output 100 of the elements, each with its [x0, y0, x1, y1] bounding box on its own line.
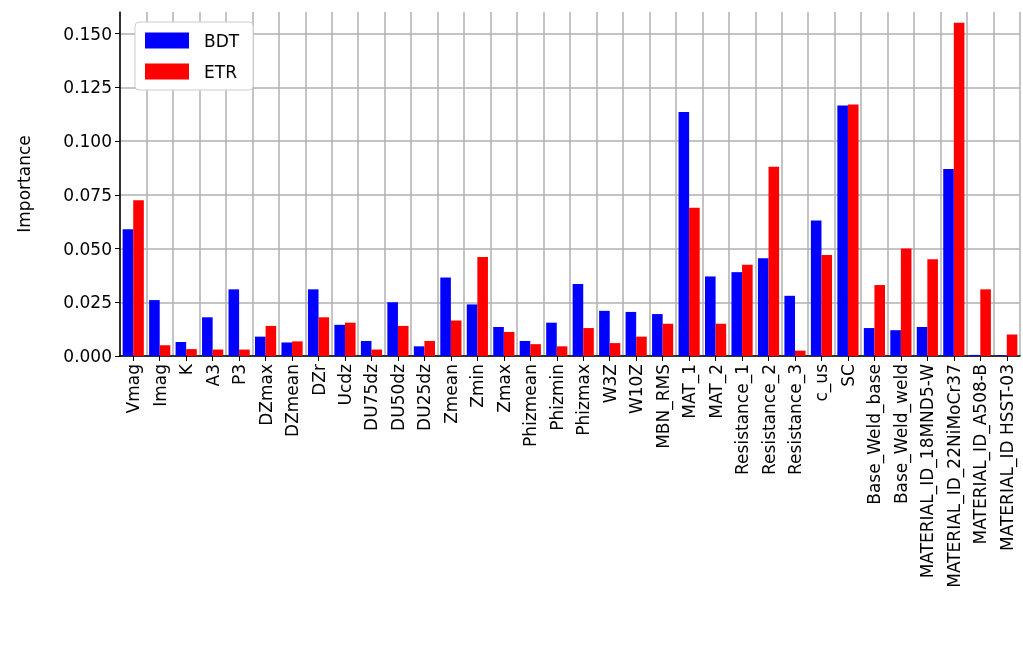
bar [493, 326, 504, 356]
bar [662, 323, 674, 356]
x-tick-label: K [176, 363, 197, 376]
x-tick-label: Ucdz [335, 363, 355, 406]
bar [916, 326, 928, 356]
bar [345, 322, 356, 356]
x-tick-label: Base_Weld_base [864, 364, 886, 505]
x-tick-label: MATERIAL_ID_A508-B [970, 364, 992, 545]
bar [757, 258, 769, 356]
bar [847, 104, 859, 356]
x-tick-label: MATERIAL_ID_18MND5-W [917, 363, 939, 579]
bar [742, 264, 753, 356]
bar [583, 328, 594, 356]
bar [556, 346, 568, 356]
bar [890, 330, 901, 356]
bar [387, 302, 398, 356]
y-tick-label: 0.100 [63, 131, 112, 151]
bar [122, 229, 134, 356]
x-tick-label: MBN_RMS [652, 364, 674, 449]
bar [477, 257, 488, 356]
bar [625, 311, 637, 356]
y-tick-label: 0.150 [63, 23, 112, 44]
x-tick-label: Phizmax [573, 364, 594, 436]
x-tick-label: Phizmin [546, 364, 567, 431]
x-tick-label: Imag [149, 364, 170, 407]
x-tick-label: Phizmean [520, 364, 541, 447]
bar [519, 340, 531, 356]
x-tick-label: MAT_2 [705, 364, 727, 419]
bar [413, 346, 425, 356]
bar [768, 166, 780, 356]
bar [133, 200, 144, 356]
bar [715, 323, 727, 356]
bar [705, 276, 716, 356]
bar [360, 340, 372, 356]
bar [810, 220, 822, 356]
x-tick-label: DZmax [255, 364, 276, 426]
bar [186, 349, 197, 356]
bar [503, 331, 515, 356]
legend-label: ETR [204, 61, 238, 82]
bar [450, 320, 462, 356]
x-tick-label: SC [837, 364, 858, 387]
bar [927, 259, 938, 356]
x-tick-label: W3Z [599, 364, 620, 404]
bar [440, 277, 451, 356]
bar [731, 272, 743, 356]
x-tick-label: Base_Weld_weld [890, 364, 912, 505]
x-tick-label: MATERIAL_ID HSST-03 [996, 364, 1018, 551]
bar [821, 254, 833, 356]
bar [652, 314, 663, 356]
x-tick-label: Resistance_1 [732, 364, 754, 475]
y-tick-label: 0.025 [63, 292, 112, 313]
bar [874, 285, 885, 356]
bar [530, 344, 541, 356]
bar [228, 289, 240, 356]
x-tick-label: Resistance_2 [758, 364, 780, 475]
bar [980, 289, 991, 356]
x-tick-label: DU75dz [361, 363, 382, 431]
bar [863, 328, 875, 356]
bar [175, 342, 187, 356]
y-tick-label: 0.000 [63, 346, 112, 366]
bar [265, 325, 277, 356]
x-tick-label: DU50dz [387, 363, 408, 431]
bar [953, 22, 965, 356]
bar [307, 289, 319, 356]
bar [636, 336, 647, 356]
bar [609, 343, 621, 356]
bar [784, 295, 795, 356]
bar [397, 325, 409, 356]
x-tick-label: DZr [308, 364, 329, 396]
bar [466, 304, 478, 356]
bar [255, 336, 266, 356]
bar [334, 324, 345, 356]
bar [943, 168, 954, 356]
legend-label: BDT [204, 30, 240, 51]
bar [292, 341, 303, 356]
x-tick-label: MATERIAL_ID_22NiMoCr37 [943, 364, 965, 588]
x-tick-label: Zmax [493, 364, 514, 413]
bar [371, 349, 383, 356]
bar [202, 317, 213, 356]
bar [689, 207, 700, 356]
bar [159, 345, 171, 356]
y-axis-title: Importance [13, 135, 34, 233]
bar [572, 283, 584, 356]
x-tick-label: P3 [229, 364, 250, 386]
bar [149, 300, 160, 356]
x-tick-label: A3 [202, 364, 223, 387]
y-tick-label: 0.125 [63, 77, 112, 98]
bar [795, 350, 806, 356]
bar [239, 349, 250, 356]
bar [281, 342, 293, 356]
x-tick-label: Vmag [123, 364, 144, 414]
bar [678, 111, 690, 356]
y-tick-label: 0.050 [63, 238, 112, 259]
bar [424, 340, 435, 356]
x-tick-label: DU25dz [414, 363, 435, 431]
x-tick-label: Zmean [440, 364, 461, 424]
bar [546, 322, 557, 356]
y-tick-label: 0.075 [63, 184, 112, 205]
x-tick-label: W10Z [626, 364, 647, 415]
x-tick-label: MAT_1 [679, 364, 701, 419]
